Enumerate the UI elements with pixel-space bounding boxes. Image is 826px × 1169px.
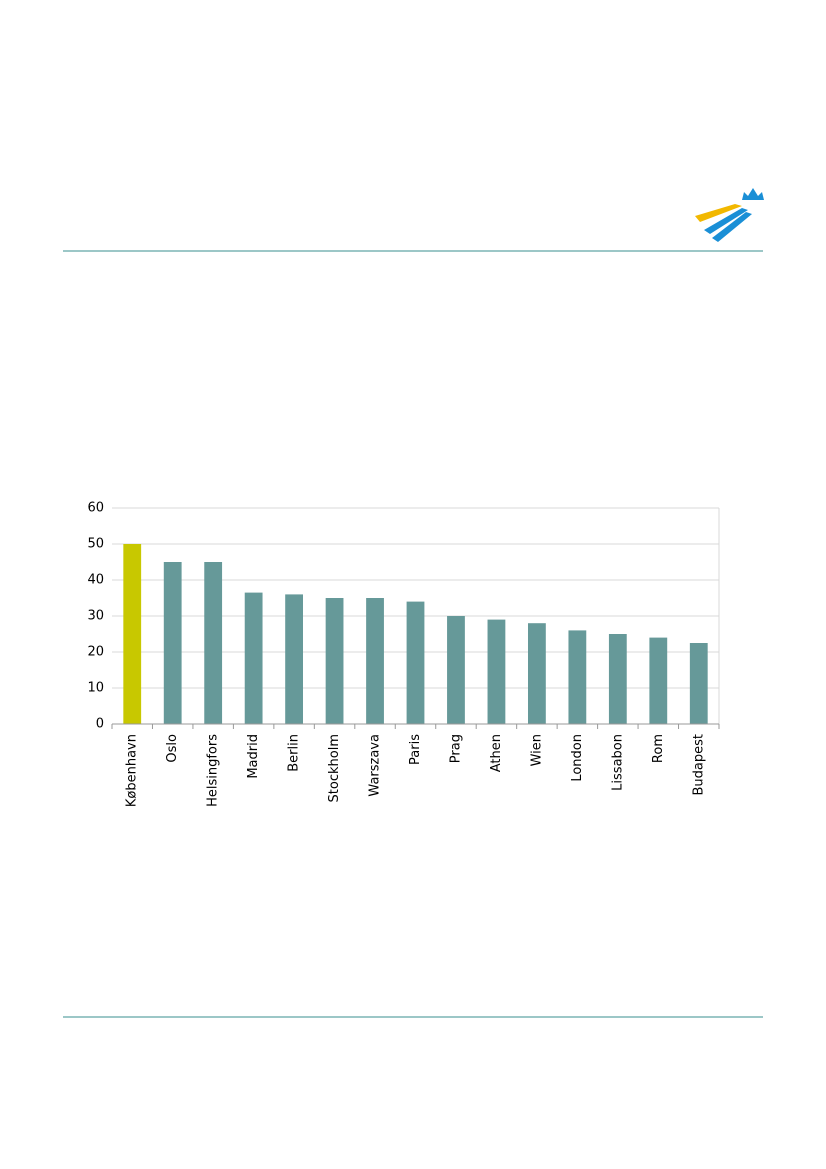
x-tick-label: Stockholm bbox=[327, 734, 342, 802]
bar bbox=[285, 594, 304, 724]
x-tick-label: Rom bbox=[651, 734, 666, 763]
bar bbox=[204, 562, 223, 724]
bar bbox=[406, 601, 425, 724]
x-tick-label: Oslo bbox=[165, 734, 180, 763]
bar bbox=[123, 544, 142, 724]
x-tick-label: Paris bbox=[408, 734, 423, 765]
x-tick-label: Madrid bbox=[246, 734, 261, 779]
bar bbox=[447, 616, 465, 724]
y-tick-label: 20 bbox=[87, 645, 104, 660]
bar bbox=[527, 623, 546, 724]
logo bbox=[695, 188, 764, 242]
y-tick-label: 50 bbox=[87, 537, 104, 552]
x-tick-label: Athen bbox=[489, 734, 504, 772]
bar bbox=[487, 619, 506, 724]
bar bbox=[366, 598, 384, 724]
x-tick-label: Warszava bbox=[368, 734, 383, 797]
x-tick-label: London bbox=[570, 734, 585, 782]
x-tick-label: Wien bbox=[529, 734, 544, 766]
y-tick-label: 30 bbox=[87, 609, 104, 624]
x-tick-label: Budapest bbox=[691, 734, 706, 796]
y-tick-label: 0 bbox=[96, 717, 104, 732]
y-tick-label: 40 bbox=[87, 573, 104, 588]
bar bbox=[608, 634, 627, 724]
bar bbox=[244, 592, 263, 724]
x-tick-label: Helsingfors bbox=[206, 734, 221, 807]
chart: 0 10 20 30 40 50 60 København Oslo Helsingfors Mad… bbox=[87, 501, 720, 807]
y-tick-label: 10 bbox=[87, 681, 104, 696]
x-tick-label: Lissabon bbox=[610, 734, 625, 791]
bar bbox=[568, 630, 587, 724]
bar bbox=[163, 562, 182, 724]
y-tick-label: 60 bbox=[87, 501, 104, 516]
x-tick-label: København bbox=[125, 734, 140, 807]
bar bbox=[325, 598, 344, 724]
bar bbox=[689, 643, 708, 724]
x-tick-label: Berlin bbox=[287, 734, 302, 772]
bar bbox=[649, 637, 668, 724]
x-tick-label: Prag bbox=[448, 734, 463, 763]
